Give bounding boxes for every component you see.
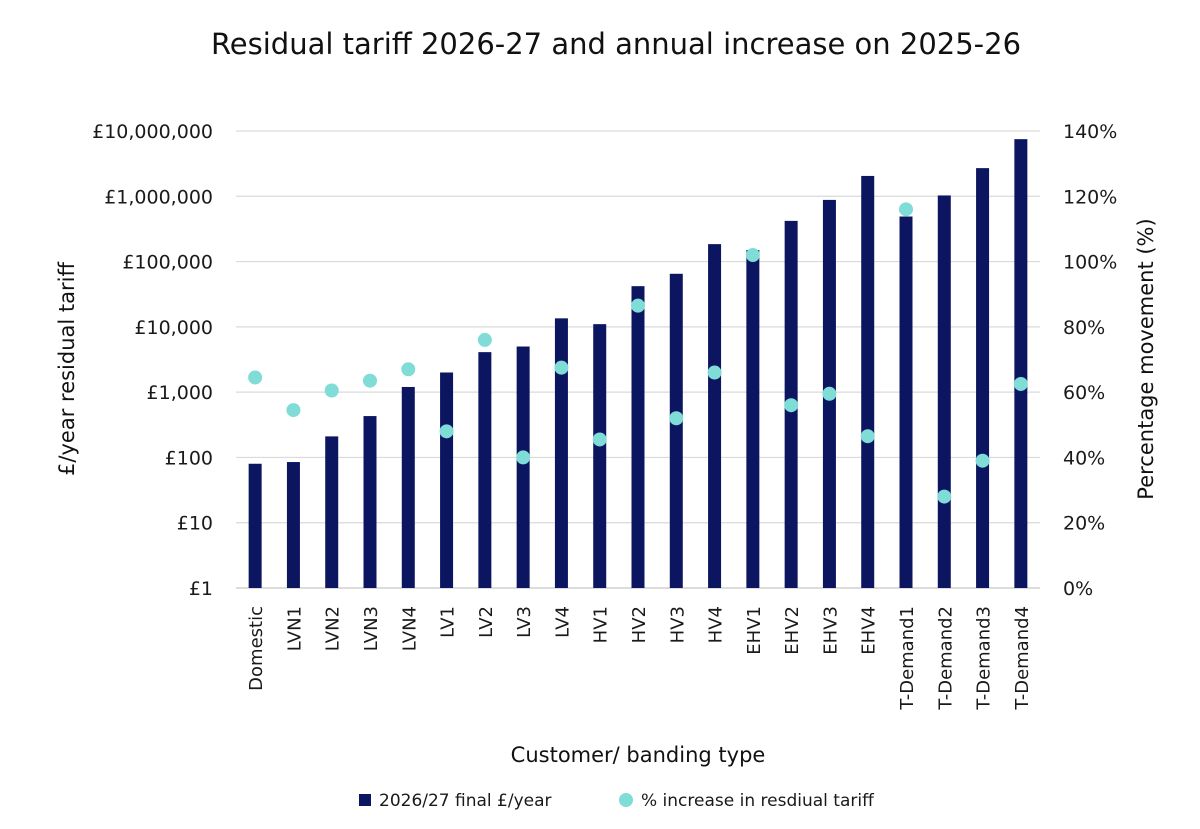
y2-tick-label: 140% xyxy=(1063,121,1117,143)
bar xyxy=(1014,139,1028,588)
legend-bar-swatch xyxy=(359,794,371,806)
bar xyxy=(937,195,951,588)
chart-title: Residual tariff 2026-27 and annual incre… xyxy=(211,27,1021,61)
y2-tick-label: 20% xyxy=(1063,513,1105,535)
y-tick-label: £1,000,000 xyxy=(104,186,213,208)
x-tick-label: EHV1 xyxy=(744,606,765,655)
scatter-point xyxy=(554,360,569,375)
bar xyxy=(976,168,990,588)
scatter-point xyxy=(1013,376,1028,391)
scatter-point xyxy=(899,202,913,217)
scatter-point xyxy=(631,298,645,313)
scatter-point xyxy=(669,411,684,426)
y-tick-label: £10,000,000 xyxy=(92,121,213,143)
bar xyxy=(708,244,722,588)
legend-dot-swatch xyxy=(619,793,633,807)
scatter-point xyxy=(286,403,301,418)
scatter-point xyxy=(248,370,263,385)
scatter-point xyxy=(401,362,416,377)
x-tick-label: T-Demand4 xyxy=(1012,606,1033,711)
x-tick-label: HV2 xyxy=(629,606,650,643)
x-tick-label: Domestic xyxy=(246,606,267,691)
x-tick-label: LVN3 xyxy=(361,606,382,651)
bar xyxy=(363,416,377,588)
x-tick-label: HV3 xyxy=(667,606,688,643)
bar xyxy=(669,273,683,588)
x-tick-label: EHV2 xyxy=(782,606,803,655)
scatter-point xyxy=(975,453,990,468)
y2-tick-label: 120% xyxy=(1063,186,1117,208)
scatter-point xyxy=(822,386,837,401)
scatter-point xyxy=(363,373,377,388)
x-tick-label: LV3 xyxy=(514,606,535,638)
y2-tick-label: 0% xyxy=(1063,578,1093,600)
bar xyxy=(899,216,913,589)
bar xyxy=(554,318,568,588)
right-axis: 0% 20% 40% 60% 80% 100% 120% 140% xyxy=(1063,121,1117,600)
y-tick-label: £1 xyxy=(189,578,213,600)
scatter-point xyxy=(860,429,875,444)
y2-tick-label: 80% xyxy=(1063,317,1105,339)
bar xyxy=(861,175,875,588)
bar xyxy=(440,372,454,588)
x-tick-label: LV1 xyxy=(438,606,459,638)
y-tick-label: £10 xyxy=(177,513,213,535)
legend: 2026/27 final £/year % increase in resdi… xyxy=(359,791,875,811)
y2-tick-label: 100% xyxy=(1063,252,1117,274)
scatter-point xyxy=(745,248,760,263)
y-tick-label: £10,000 xyxy=(134,317,213,339)
legend-dot-label: % increase in resdiual tariff xyxy=(641,791,875,811)
legend-bar-label: 2026/27 final £/year xyxy=(379,791,552,811)
scatter-point xyxy=(937,489,952,504)
x-tick-label: LVN4 xyxy=(399,606,420,651)
y-tick-label: £100 xyxy=(165,447,213,469)
scatter-point xyxy=(516,450,531,465)
scatter-point xyxy=(784,398,799,413)
x-tick-label: HV4 xyxy=(706,606,727,643)
x-tick-label: T-Demand2 xyxy=(935,606,956,711)
x-tick-label: LVN2 xyxy=(323,606,344,651)
scatter-series xyxy=(248,202,1028,504)
y-axis-title: £/year residual tariff xyxy=(55,262,79,476)
y2-axis-title: Percentage movement (%) xyxy=(1134,218,1158,499)
scatter-point xyxy=(592,432,607,447)
scatter-point xyxy=(439,424,454,439)
x-axis-labels: Domestic LVN1 LVN2 LVN3 LVN4 LV1 LV2 LV3 LV4 HV1 H… xyxy=(246,606,1033,711)
scatter-point xyxy=(707,365,722,380)
y2-tick-label: 40% xyxy=(1063,447,1105,469)
bar xyxy=(593,324,607,588)
x-axis-title: Customer/ banding type xyxy=(511,743,766,767)
bar xyxy=(248,463,262,588)
y-tick-label: £100,000 xyxy=(122,252,213,274)
bar-series xyxy=(248,139,1028,589)
scatter-point xyxy=(477,332,492,347)
y2-tick-label: 60% xyxy=(1063,382,1105,404)
bar xyxy=(631,286,645,588)
x-tick-label: LVN1 xyxy=(284,606,305,651)
bar xyxy=(325,436,339,588)
x-tick-label: T-Demand3 xyxy=(974,606,995,711)
y-tick-label: £1,000 xyxy=(147,382,213,404)
x-tick-label: HV1 xyxy=(591,606,612,643)
left-axis: £1 £10 £100 £1,000 £10,000 £100,000 £1,000,000… xyxy=(92,121,213,600)
x-tick-label: T-Demand1 xyxy=(897,606,918,711)
bar xyxy=(401,386,415,588)
x-tick-label: EHV4 xyxy=(859,606,880,655)
scatter-point xyxy=(324,383,339,398)
bar xyxy=(286,462,300,588)
bar xyxy=(478,352,492,588)
bar xyxy=(516,346,530,588)
x-tick-label: EHV3 xyxy=(820,606,841,655)
x-tick-label: LV2 xyxy=(476,606,497,638)
bar xyxy=(746,250,760,588)
x-tick-label: LV4 xyxy=(552,606,573,638)
